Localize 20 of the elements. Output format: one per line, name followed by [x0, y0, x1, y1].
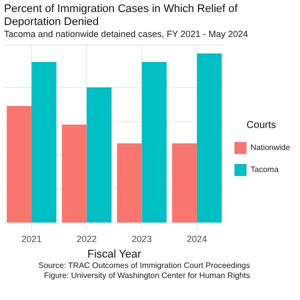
text: Figure: University of Washington Center for Human Rights: [42, 270, 251, 280]
legend-label: Nationwide: [250, 143, 291, 152]
bar: [86, 88, 112, 223]
bar: [196, 54, 222, 223]
bar: [142, 62, 167, 223]
bar: [172, 144, 197, 223]
bar: [6, 106, 32, 223]
x-tick-label: 2021: [22, 234, 42, 244]
chart-subtitle: Tacoma and nationwide detained cases, FY 2021 - May 2024: [3, 28, 249, 40]
bar: [32, 62, 56, 223]
x-tick-label: 2023: [132, 234, 152, 244]
x-tick-label: 2024: [186, 234, 207, 244]
x-axis-title: Fiscal Year: [87, 248, 142, 261]
chart-title: Percent of Immigration Cases in Which Relief of Deportation Denied: [3, 2, 239, 28]
legend-label: Tacoma: [250, 165, 280, 174]
bar: [62, 124, 87, 223]
legend-title: Courts: [246, 120, 276, 132]
x-tick-label: 2022: [76, 234, 97, 244]
bar: [117, 144, 142, 223]
source-note: Source: TRAC Outcomes of Immigration Court Proceedings: [38, 261, 251, 271]
